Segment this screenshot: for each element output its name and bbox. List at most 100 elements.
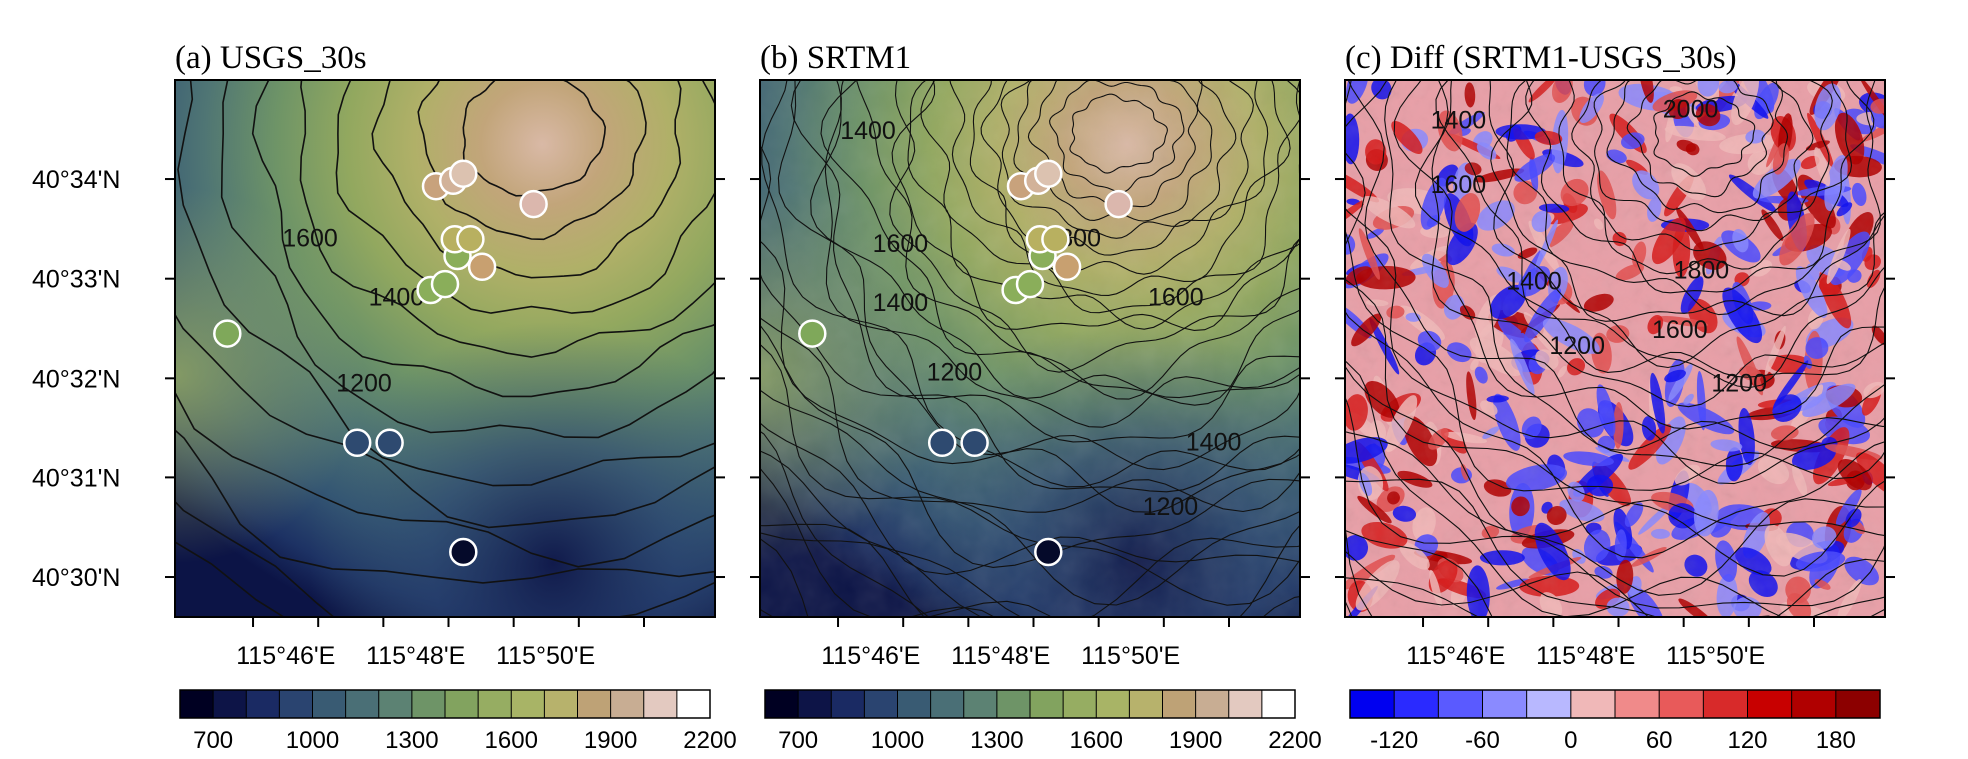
colorbar-tick-label: 1900 (1169, 727, 1222, 754)
axis-ticks (1335, 178, 1895, 627)
station-marker (430, 269, 460, 299)
contour-label: 1200 (1549, 332, 1605, 360)
colorbar-tick-label: 60 (1646, 727, 1673, 754)
panel-title: (b) SRTM1 (760, 40, 911, 76)
x-tick-label: 115°48'E (366, 642, 465, 670)
colorbar-swatch (345, 690, 380, 718)
colorbar-swatch (1438, 690, 1483, 718)
colorbar-swatch (831, 690, 865, 718)
colorbar-3: -120 -60 0 60 120 180 (1349, 689, 1881, 754)
colorbar-tick-label: -120 (1370, 727, 1418, 754)
station-marker (1052, 252, 1082, 282)
colorbar-swatch (643, 690, 678, 718)
colorbar-swatch (798, 690, 832, 718)
contour-label: 1600 (1652, 316, 1708, 344)
contour-lines (175, 80, 715, 617)
colorbar-swatch (1394, 690, 1439, 718)
colorbar-swatch (1096, 690, 1130, 718)
colorbar-1: 700 1000 1300 1600 1900 2200 (179, 689, 737, 754)
colorbar-swatch (1129, 690, 1164, 718)
colorbar-tick-label: 700 (193, 727, 233, 754)
x-tick-label: 115°46'E (1406, 642, 1505, 670)
colorbar-swatch (411, 690, 446, 718)
contour-label: 1200 (1143, 493, 1199, 521)
colorbar-tick-label: -60 (1465, 727, 1500, 754)
x-tick-label: 115°46'E (236, 642, 335, 670)
contour-label: 1600 (1148, 284, 1204, 312)
colorbar-swatch (1570, 690, 1616, 718)
colorbar-swatch (1261, 690, 1296, 718)
colorbar-tick-label: 0 (1564, 727, 1577, 754)
contour-label: 1400 (840, 117, 896, 145)
colorbar-swatch (963, 690, 998, 718)
colorbar-swatch (577, 690, 612, 718)
panel-title: (a) USGS_30s (175, 40, 367, 76)
colorbar-tick-label: 700 (778, 727, 818, 754)
station-marker (960, 428, 989, 458)
colorbar-swatch (1791, 690, 1837, 718)
colorbar-swatch (1615, 690, 1660, 718)
contour-label: 1400 (1186, 429, 1242, 457)
colorbar-swatch (312, 690, 347, 718)
station-marker (1015, 269, 1045, 299)
x-tick-label: 115°48'E (1536, 642, 1635, 670)
y-tick-label: 40°34'N (32, 166, 120, 194)
contour-label: 1400 (1431, 106, 1487, 134)
station-marker (1034, 159, 1063, 188)
axis-ticks (165, 178, 725, 627)
colorbar-swatch (1703, 690, 1748, 718)
contour-label: 1400 (1506, 267, 1562, 295)
contour-label: 1200 (336, 369, 392, 397)
x-tick-label: 115°50'E (1666, 642, 1765, 670)
station-marker (1034, 537, 1063, 567)
colorbar-tick-label: 180 (1816, 727, 1856, 754)
colorbar-swatch (180, 690, 214, 718)
colorbar-tick-label: 1600 (485, 727, 538, 754)
colorbar-tick-label: 1300 (970, 727, 1023, 754)
colorbar-swatch (1030, 690, 1064, 718)
colorbar-swatch (897, 690, 932, 718)
station-marker (213, 319, 242, 348)
contour-lines (760, 80, 1300, 617)
colorbar-swatch (279, 690, 314, 718)
station-marker (342, 428, 372, 458)
station-marker (927, 428, 957, 458)
contour-label: 1600 (873, 230, 929, 258)
contour-label: 1200 (1711, 369, 1767, 397)
map-panel-1: 1600 1400 1200 (a) USGS_30s 40°34'N 40°33'N 40… (32, 40, 725, 670)
colorbar-swatch (478, 690, 512, 718)
panel-title: (c) Diff (SRTM1-USGS_30s) (1345, 40, 1737, 76)
colorbar-swatch (864, 690, 899, 718)
colorbar-swatch (378, 690, 413, 718)
contour-label: 1600 (282, 224, 338, 252)
colorbar-swatch (1228, 690, 1263, 718)
colorbar-swatch (544, 690, 579, 718)
colorbar-swatch (1162, 690, 1197, 718)
colorbar-tick-label: 1300 (385, 727, 438, 754)
colorbar-swatch (1659, 690, 1704, 718)
colorbar-tick-label: 1600 (1070, 727, 1123, 754)
contour-label: 1400 (873, 289, 929, 317)
colorbar-swatch (996, 690, 1031, 718)
colorbar-swatch (246, 690, 280, 718)
colorbar-swatch (676, 690, 711, 718)
map-frame (174, 79, 716, 618)
colorbar-swatch (1063, 690, 1097, 718)
station-marker (375, 428, 404, 458)
map-frame (759, 79, 1301, 618)
station-marker (449, 159, 478, 188)
contour-label: 2000 (1663, 96, 1719, 124)
colorbar-swatch (445, 690, 479, 718)
x-tick-label: 115°48'E (951, 642, 1050, 670)
station-marker (1104, 189, 1133, 219)
contour-label: 1600 (1431, 171, 1487, 199)
colorbar-swatch (1526, 690, 1572, 718)
colorbar-swatch (1195, 690, 1230, 718)
x-tick-label: 115°50'E (1081, 642, 1180, 670)
y-tick-label: 40°30'N (32, 564, 120, 592)
